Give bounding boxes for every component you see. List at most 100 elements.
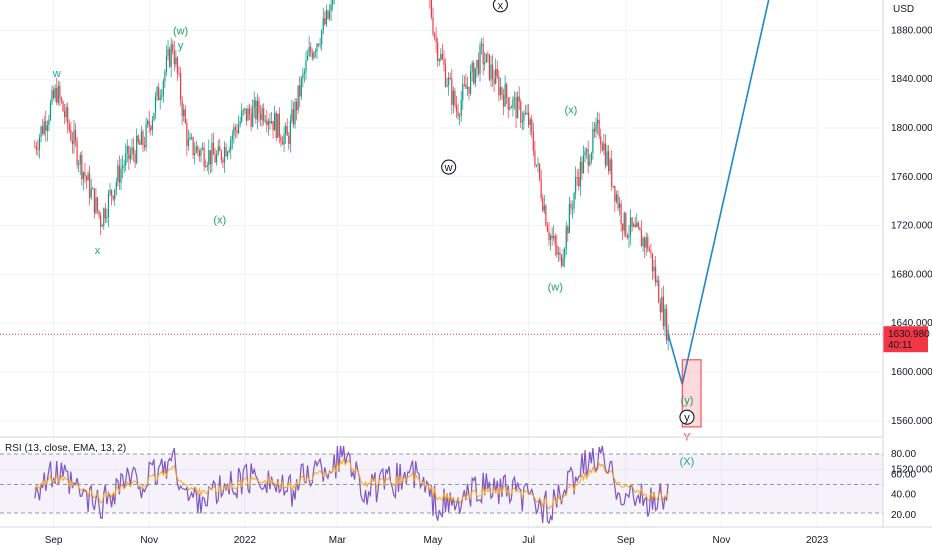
candle-body [553,235,555,239]
candle-body [557,252,560,255]
y-tick-label: 1800.000 [891,123,932,134]
candle-body [255,100,257,120]
candle-body [601,144,603,151]
candle-body [654,266,657,283]
candle-body [150,126,152,131]
candle-body [252,107,254,127]
candle-body [48,119,50,126]
candle-body [297,85,299,111]
candle-body [300,78,302,97]
candle-body [109,190,111,194]
candle-body [488,54,491,80]
candle-body [242,109,244,111]
candle-body [134,153,136,163]
candle-body [258,100,260,114]
candle-body [121,165,124,169]
candle-body [280,136,282,142]
candle-body [186,123,188,146]
candle-body [451,78,453,105]
candle-body [482,43,484,65]
candle-body [56,87,58,103]
candle-body [540,178,542,199]
candle-body [82,172,84,180]
candle-body [85,176,88,181]
candle-body [183,109,185,116]
candle-body [59,85,61,98]
candle-body [114,189,116,200]
candle-body [534,150,536,166]
candle-body [289,121,291,145]
candle-body [582,155,585,174]
candle-body [620,203,622,224]
candle-body [87,173,89,181]
candle-body [178,73,180,75]
candle-body [201,147,204,150]
candle-body [45,121,47,131]
candle-body [164,71,166,81]
candle-body [524,113,527,115]
candle-body [480,43,483,46]
candle-body [129,154,132,160]
candle-body [128,146,130,160]
candle-body [435,36,437,43]
candle-body [528,112,530,126]
candle-body [266,120,268,126]
candle-body [93,188,95,213]
candle-body [502,95,505,107]
candle-body [455,105,458,112]
candle-body [470,71,472,94]
wave-label: w [444,162,453,174]
candle-body [468,86,470,94]
candle-body [52,90,55,98]
y-tick-label: 1760.000 [891,172,932,183]
candle-body [598,119,600,137]
candle-body [600,136,602,145]
candle-body [299,85,301,97]
candle-body [237,124,240,134]
candle-body [263,108,265,122]
candle-body [120,168,122,183]
candle-body [161,94,163,98]
wave-label: (X) [680,456,695,468]
candle-body [501,87,503,96]
candle-body [132,147,135,154]
last-price-label: 1630.980 [888,329,930,340]
candle-body [225,146,227,157]
candle-body [324,18,326,25]
candle-body [145,123,147,148]
candle-body [631,217,633,227]
candle-body [259,113,262,120]
candle-body [609,159,611,172]
candle-body [332,0,334,5]
candle-body [231,135,233,140]
candle-body [302,73,304,79]
candle-body [639,227,641,231]
candle-body [173,51,175,65]
currency-label: USD [893,4,914,15]
wave-label-circle [492,0,508,13]
candle-body [448,77,450,86]
candle-body [46,125,48,131]
candle-body [272,121,274,131]
x-tick-label: Nov [713,535,731,546]
wave-label-circle [441,159,457,175]
candle-body [499,87,501,96]
candle-body [612,185,614,187]
candle-body [618,203,621,209]
candle-body [554,235,556,246]
candle-body [106,217,108,219]
candle-body [549,235,552,241]
candle-body [216,154,218,163]
candle-body [477,59,480,74]
candle-body [661,296,663,313]
candle-body [208,150,210,166]
candle-body [615,194,618,202]
candle-body [200,149,202,156]
candle-body [491,64,494,79]
candle-body [440,53,442,60]
candle-body [567,226,569,234]
candle-body [592,128,594,153]
candle-body [568,204,570,234]
rsi-series-line [34,456,669,510]
